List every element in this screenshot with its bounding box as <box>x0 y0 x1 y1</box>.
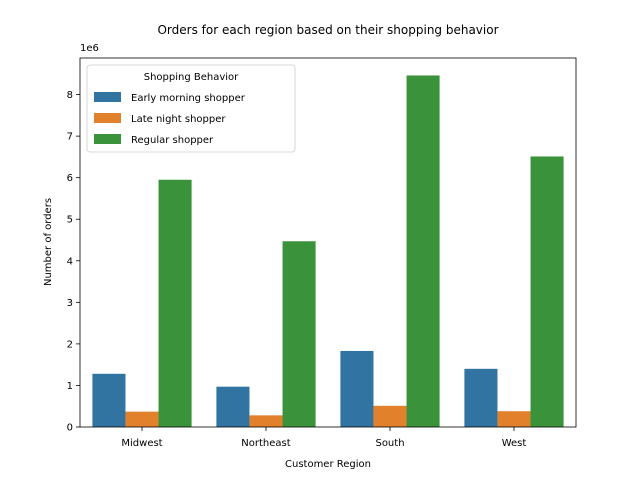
legend-box <box>86 64 296 153</box>
bar-west-early-morning-shopper <box>464 368 498 427</box>
legend-swatch <box>94 134 121 144</box>
bar-midwest-late-night-shopper <box>125 411 159 428</box>
bar-south-regular-shopper <box>406 75 440 427</box>
legend-entry-label: Regular shopper <box>131 135 214 146</box>
bar-northeast-late-night-shopper <box>249 415 283 427</box>
legend-entry-label: Late night shopper <box>131 114 226 125</box>
y-tick-label: 1 <box>67 381 73 392</box>
ticks-group: Midwest Northeast South West 0 1 2 3 4 5 6 7 8 <box>67 90 527 449</box>
x-tick-label: West <box>502 438 527 449</box>
bar-northeast-early-morning-shopper <box>216 386 250 427</box>
bar-west-late-night-shopper <box>497 411 531 427</box>
x-tick-label: Midwest <box>121 438 162 449</box>
y-tick-label: 5 <box>67 215 73 226</box>
x-tick-label: Northeast <box>241 438 290 449</box>
y-tick-label: 7 <box>67 132 73 143</box>
legend-title: Shopping Behavior <box>144 72 239 83</box>
y-tick-label: 2 <box>67 339 73 350</box>
y-tick-label: 3 <box>67 298 73 309</box>
y-tick-label: 0 <box>67 423 73 434</box>
bar-midwest-regular-shopper <box>158 179 192 427</box>
bar-south-late-night-shopper <box>373 405 407 427</box>
bar-south-early-morning-shopper <box>340 350 374 427</box>
x-axis-label: Customer Region <box>285 459 371 470</box>
bar-west-regular-shopper <box>530 156 564 428</box>
bar-northeast-regular-shopper <box>282 241 316 427</box>
y-tick-label: 8 <box>67 90 73 101</box>
y-tick-label: 4 <box>67 256 73 267</box>
x-tick-label: South <box>375 438 404 449</box>
y-tick-label: 6 <box>67 173 73 184</box>
plot-area-frame <box>79 57 577 428</box>
legend-entry-label: Early morning shopper <box>131 93 246 104</box>
legend-swatch <box>94 92 121 102</box>
legend: Shopping Behavior Early morning shopper L… <box>86 64 296 153</box>
y-axis-label: Number of orders <box>43 198 54 286</box>
chart-title: Orders for each region based on their sh… <box>157 23 498 37</box>
y-axis-multiplier: 1e6 <box>80 43 99 54</box>
legend-swatch <box>94 113 121 123</box>
bar-midwest-early-morning-shopper <box>92 373 126 427</box>
bars-group <box>92 75 564 428</box>
